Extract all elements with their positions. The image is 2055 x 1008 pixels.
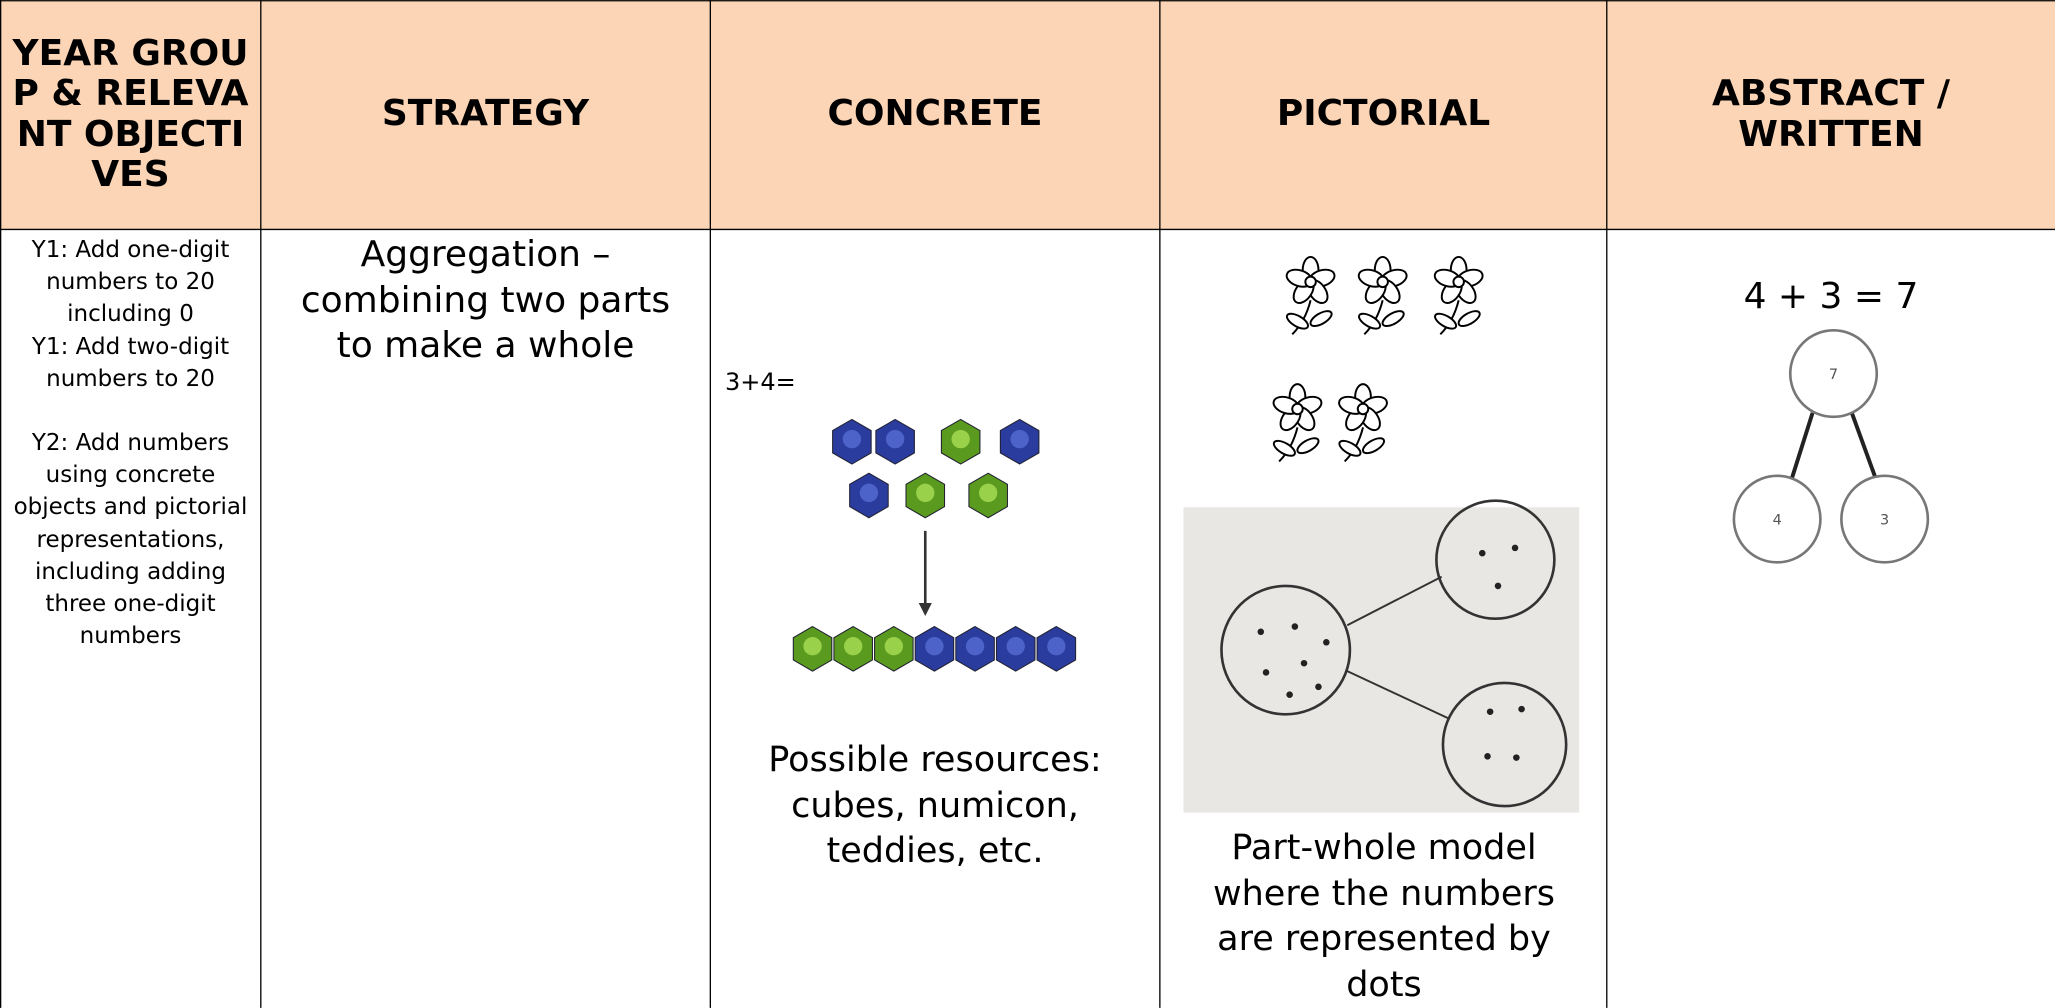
- cube-knob: [1047, 637, 1066, 656]
- flower-centre: [1291, 402, 1304, 416]
- diagram-circle: [1732, 474, 1822, 564]
- leaf: [1338, 439, 1362, 457]
- header-cell: YEAR GROUP & RELEVANT OBJECTIVES: [0, 0, 261, 229]
- leaf: [1272, 439, 1296, 457]
- diagram-part: 3: [1880, 512, 1889, 528]
- diagram-link: [1787, 412, 1815, 489]
- flower-centre: [1376, 275, 1389, 289]
- cube-knob: [859, 483, 879, 503]
- photo-link: [1346, 575, 1443, 627]
- flower: [1357, 255, 1408, 335]
- abstract-equation: 4 + 3 = 7: [1743, 276, 1919, 317]
- leaf: [1361, 437, 1386, 455]
- header-cell: CONCRETE: [710, 0, 1160, 229]
- objective: Y1: Add two-digit numbers to 20: [31, 333, 230, 392]
- photo-dots: [1257, 544, 1525, 761]
- cube-knob: [965, 637, 985, 656]
- photo-circle: [1220, 584, 1352, 716]
- arrow-head: [918, 602, 932, 617]
- cubes-image: [792, 418, 1077, 672]
- objective: Y1: Add one-digit numbers to 20 includin…: [31, 237, 230, 328]
- cube-knob: [803, 637, 822, 656]
- header-cell: PICTORIAL: [1160, 0, 1607, 229]
- diagram-circle: [1840, 474, 1930, 564]
- flower: [1433, 255, 1484, 335]
- header-cell: ABSTRACT / WRITTEN: [1607, 0, 2055, 229]
- cube-knob: [884, 637, 903, 656]
- leaf: [1434, 312, 1458, 330]
- flower-centre: [1452, 275, 1465, 289]
- pictorial-caption: Part-whole model where the numbers are r…: [1212, 828, 1556, 1005]
- cube-knob: [925, 637, 944, 656]
- flowers-image: [1272, 255, 1484, 463]
- leaf: [1457, 310, 1481, 327]
- dots-photo: [1183, 499, 1580, 813]
- photo-circle: [1435, 499, 1556, 620]
- objectives: Y1: Add one-digit numbers to 20 includin…: [4, 234, 257, 652]
- cube-knob: [844, 637, 863, 656]
- strategy: Aggregation – combining two parts to mak…: [300, 234, 671, 367]
- leaf: [1381, 310, 1405, 327]
- leaf: [1358, 312, 1382, 330]
- part-whole-diagram: 7 4 3: [1732, 329, 1930, 564]
- flower-centre: [1304, 275, 1317, 289]
- flower: [1285, 255, 1336, 335]
- cube-knob: [916, 483, 935, 503]
- cube-knob: [1010, 429, 1029, 449]
- photo-circle: [1441, 681, 1568, 808]
- cube-knob: [951, 429, 970, 449]
- leaf: [1309, 310, 1333, 327]
- header-cell: STRATEGY: [261, 0, 710, 229]
- cube-knob: [1006, 637, 1025, 656]
- concrete-sum: 3+4=: [725, 368, 796, 396]
- cube-knob: [885, 429, 905, 449]
- objective: Y2: Add numbers using concrete objects a…: [13, 429, 248, 650]
- cube-knob: [842, 429, 862, 449]
- concrete-caption: Possible resources: cubes, numicon, tedd…: [768, 740, 1102, 871]
- diagram-part: 4: [1773, 512, 1782, 528]
- photo-link: [1346, 670, 1449, 720]
- diagram-whole: 7: [1829, 367, 1838, 383]
- flower-centre: [1356, 402, 1370, 416]
- cube-knob: [979, 483, 998, 503]
- diagram-link: [1850, 412, 1880, 486]
- diagram-circle: [1788, 329, 1879, 419]
- photo-background: [1183, 507, 1580, 813]
- leaf: [1296, 437, 1320, 455]
- leaf: [1285, 312, 1310, 330]
- flower: [1338, 383, 1388, 463]
- flower: [1272, 383, 1323, 463]
